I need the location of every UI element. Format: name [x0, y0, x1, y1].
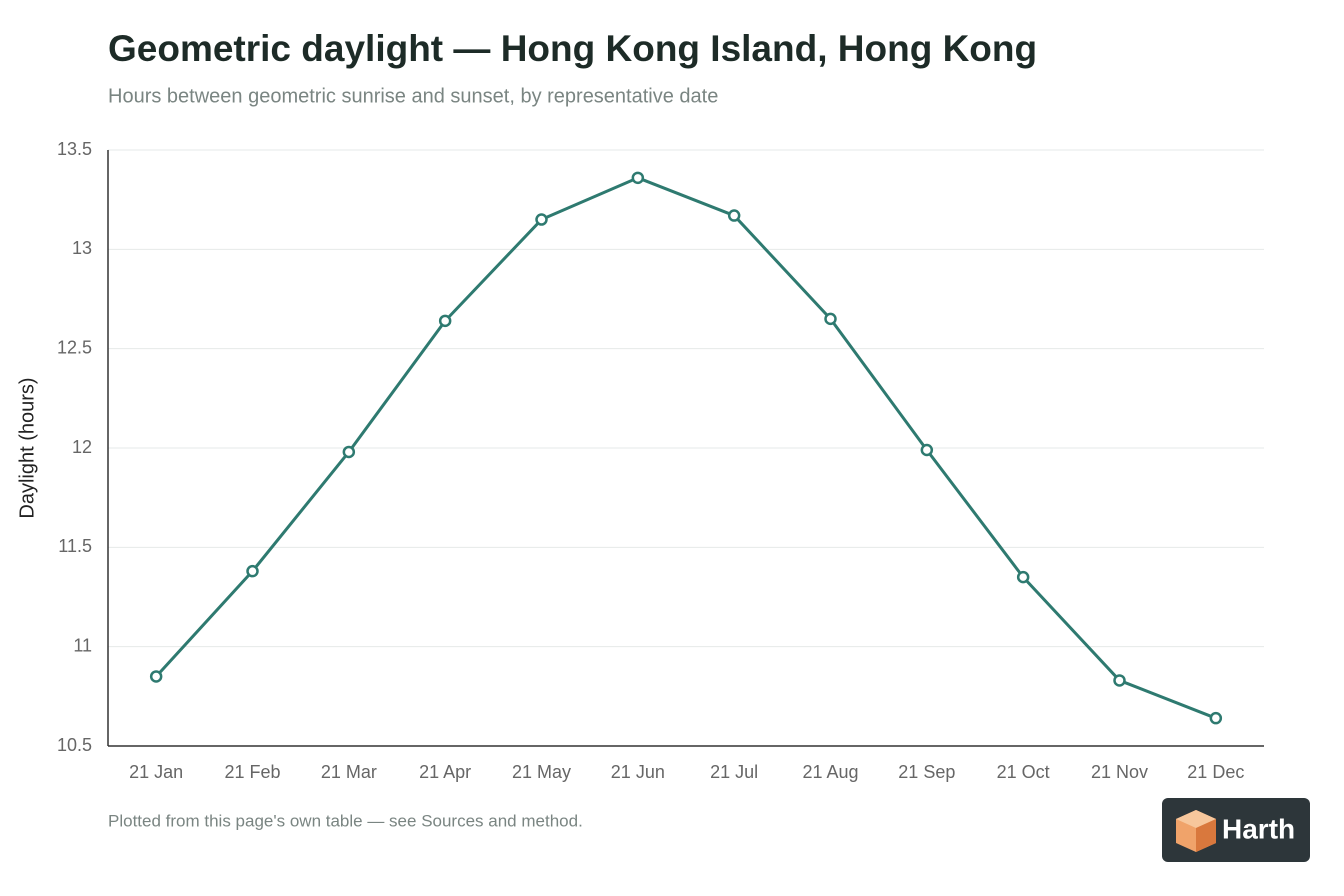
y-tick-label: 13.5: [57, 139, 92, 159]
y-tick-label: 12: [72, 437, 92, 457]
y-tick-label: 11.5: [58, 536, 92, 556]
x-tick-label: 21 Jan: [129, 762, 183, 782]
point: [1016, 570, 1030, 584]
point: [727, 209, 741, 222]
x-tick-label: 21 Oct: [997, 762, 1050, 782]
x-tick-label: 21 Feb: [224, 762, 280, 782]
y-tick-label: 12.5: [57, 337, 92, 357]
x-tick-label: 21 Jul: [710, 762, 758, 782]
y-tick-label: 11: [73, 635, 92, 655]
x-tick-label: 21 Jun: [611, 762, 665, 782]
badge-icon-side: [1196, 819, 1216, 852]
x-tick-label: 21 Sep: [898, 762, 955, 782]
point: [1209, 711, 1223, 725]
chart-subtitle: Hours between geometric sunrise and suns…: [108, 85, 718, 107]
y-tick-label: 10.5: [57, 735, 92, 755]
point: [535, 213, 548, 226]
x-tick-label: 21 Aug: [802, 762, 858, 782]
chart-title: Geometric daylight — Hong Kong Island, H…: [108, 28, 1037, 69]
point: [246, 564, 259, 578]
footnote: Plotted from this page's own table — see…: [108, 811, 583, 830]
point: [920, 443, 934, 457]
point: [149, 670, 163, 683]
badge-text: Harth: [1222, 813, 1295, 844]
line: [155, 176, 1217, 720]
point: [342, 445, 356, 459]
point: [824, 312, 837, 326]
y-tick-label: 13: [72, 238, 92, 258]
x-tick-label: 21 May: [512, 762, 571, 782]
x-tick-label: 21 Nov: [1091, 762, 1148, 782]
point: [438, 314, 452, 328]
x-tick-label: 21 Apr: [419, 762, 471, 782]
y-axis-label: Daylight (hours): [16, 377, 38, 518]
x-tick-label: 21 Dec: [1187, 762, 1244, 782]
point: [631, 171, 645, 185]
point: [1113, 674, 1126, 687]
badge: Harth: [1162, 798, 1310, 862]
x-tick-label: 21 Mar: [321, 762, 377, 782]
